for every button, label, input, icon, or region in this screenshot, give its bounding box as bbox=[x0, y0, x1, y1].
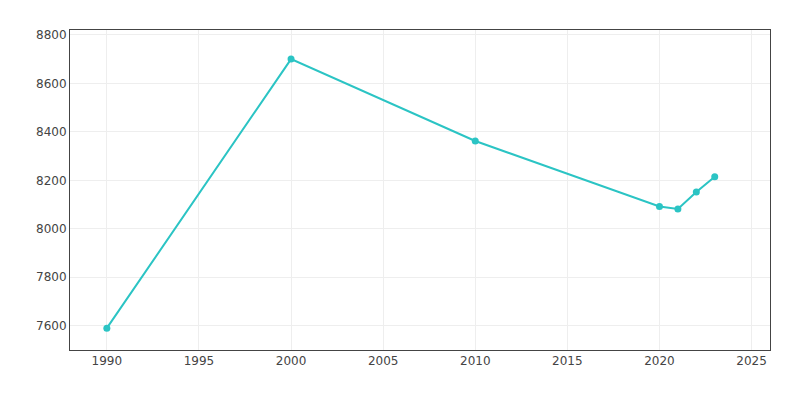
svg-text:1990: 1990 bbox=[92, 354, 123, 368]
svg-text:8600: 8600 bbox=[36, 77, 67, 91]
svg-text:8400: 8400 bbox=[36, 125, 67, 139]
svg-text:8000: 8000 bbox=[36, 222, 67, 236]
svg-text:2010: 2010 bbox=[460, 354, 491, 368]
svg-text:8200: 8200 bbox=[36, 174, 67, 188]
svg-text:2020: 2020 bbox=[644, 354, 675, 368]
svg-text:7600: 7600 bbox=[36, 319, 67, 333]
svg-text:7800: 7800 bbox=[36, 270, 67, 284]
svg-text:2015: 2015 bbox=[552, 354, 583, 368]
svg-text:2025: 2025 bbox=[736, 354, 767, 368]
svg-text:1995: 1995 bbox=[184, 354, 215, 368]
svg-text:8800: 8800 bbox=[36, 28, 67, 42]
svg-text:2005: 2005 bbox=[368, 354, 399, 368]
svg-text:2000: 2000 bbox=[276, 354, 307, 368]
